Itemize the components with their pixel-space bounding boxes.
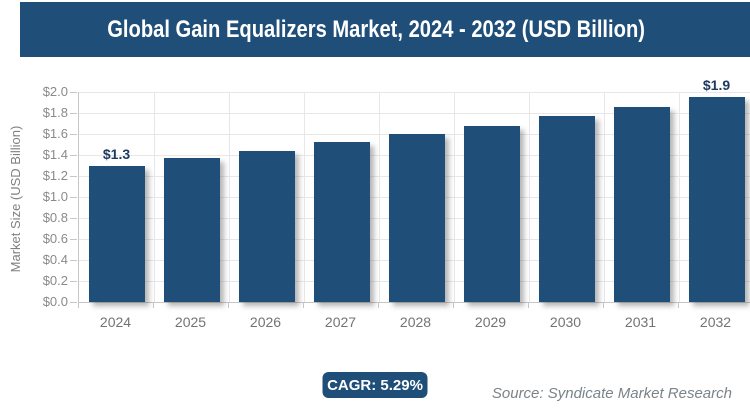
bar-2030 <box>538 116 595 302</box>
y-tick-label: $2.0 <box>42 84 68 99</box>
y-tick-label: $0.2 <box>42 273 68 288</box>
plot-area: $1.3 $1.9 <box>78 77 750 303</box>
x-axis-tick <box>453 302 454 308</box>
h-gridline <box>79 92 750 93</box>
bar-2027 <box>313 142 370 302</box>
y-axis-tick <box>70 281 77 282</box>
h-gridline <box>79 113 750 114</box>
cagr-badge: CAGR: 5.29% <box>322 372 428 398</box>
v-gridline <box>454 92 455 302</box>
bar-2031 <box>613 106 670 302</box>
bar-2024 <box>88 165 145 302</box>
y-axis-tick <box>70 92 77 93</box>
x-axis-label: 2032 <box>699 314 732 330</box>
y-axis-tick <box>70 113 77 114</box>
y-axis-tick <box>70 218 77 219</box>
x-axis-tick <box>228 302 229 308</box>
y-axis-tick <box>70 239 77 240</box>
x-axis-tick <box>78 302 79 308</box>
y-axis-tick <box>70 155 77 156</box>
x-axis-label: 2029 <box>474 314 507 330</box>
bar-2032 <box>688 97 745 302</box>
y-tick-label: $1.8 <box>42 105 68 120</box>
x-axis-tick <box>603 302 604 308</box>
chart-title-bar: Global Gain Equalizers Market, 2024 - 20… <box>20 2 750 57</box>
v-gridline <box>154 92 155 302</box>
v-gridline <box>229 92 230 302</box>
x-axis-label: 2026 <box>249 314 282 330</box>
bar-value-label: $1.3 <box>102 145 131 162</box>
y-tick-label: $0.0 <box>42 294 68 309</box>
x-axis-label: 2024 <box>99 314 132 330</box>
x-axis-label: 2030 <box>549 314 582 330</box>
x-axis-tick <box>528 302 529 308</box>
y-axis-tick <box>70 260 77 261</box>
cagr-label: CAGR: 5.29% <box>327 376 423 394</box>
v-gridline <box>604 92 605 302</box>
y-tick-label: $1.6 <box>42 126 68 141</box>
y-axis-tick <box>70 197 77 198</box>
x-axis-label: 2028 <box>399 314 432 330</box>
y-tick-label: $0.6 <box>42 231 68 246</box>
y-tick-label: $1.0 <box>42 189 68 204</box>
x-axis-tick <box>678 302 679 308</box>
chart-title: Global Gain Equalizers Market, 2024 - 20… <box>107 15 645 43</box>
v-gridline <box>529 92 530 302</box>
v-gridline <box>679 92 680 302</box>
bar-2029 <box>463 125 520 302</box>
y-tick-label: $1.2 <box>42 168 68 183</box>
y-tick-label: $1.4 <box>42 147 68 162</box>
y-axis-tick <box>70 302 77 303</box>
x-axis-tick <box>378 302 379 308</box>
x-axis-tick <box>303 302 304 308</box>
y-axis-tick <box>70 134 77 135</box>
y-tick-label: $0.8 <box>42 210 68 225</box>
source-attribution: Source: Syndicate Market Research <box>491 385 732 402</box>
x-axis-label: 2025 <box>174 314 207 330</box>
bar-2025 <box>163 158 220 302</box>
y-axis-tick <box>70 176 77 177</box>
x-axis-label: 2027 <box>324 314 357 330</box>
x-axis-tick <box>153 302 154 308</box>
v-gridline <box>379 92 380 302</box>
v-gridline <box>304 92 305 302</box>
bar-2026 <box>238 150 295 302</box>
x-axis-label: 2031 <box>624 314 657 330</box>
bar-value-label: $1.9 <box>702 77 731 94</box>
y-tick-label: $0.4 <box>42 252 68 267</box>
bar-2028 <box>388 134 445 302</box>
